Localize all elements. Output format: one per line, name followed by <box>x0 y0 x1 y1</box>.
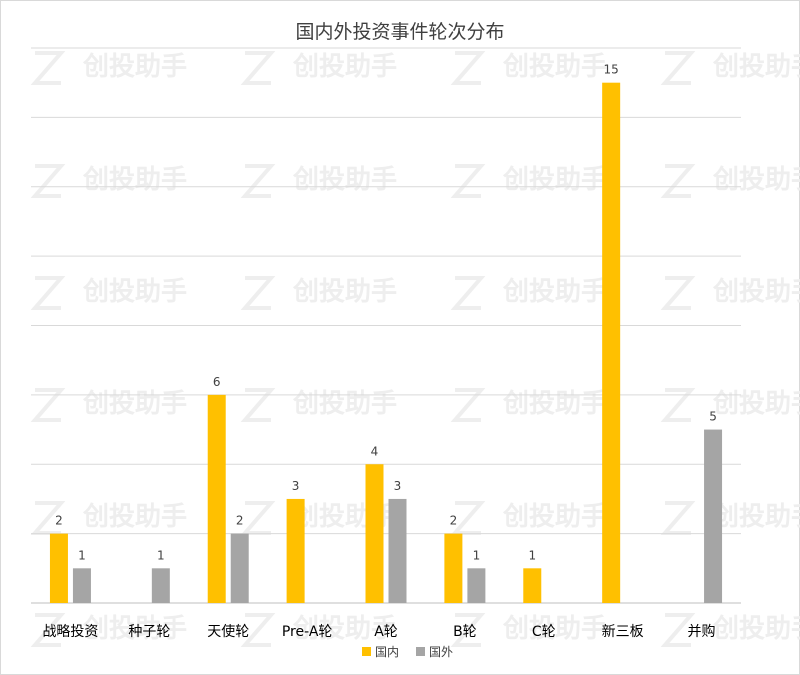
bar-国内-A轮 <box>365 464 384 603</box>
data-label: 3 <box>292 479 300 493</box>
x-tick-label: A轮 <box>374 624 398 640</box>
bar-国外-种子轮 <box>151 568 170 603</box>
watermark-text: 创投助手 <box>712 165 800 195</box>
watermark-text: 创投助手 <box>82 277 187 307</box>
x-tick-label: 种子轮 <box>128 624 170 640</box>
watermark-logo-icon <box>30 501 66 535</box>
x-tick-label: Pre-A轮 <box>282 624 333 640</box>
watermark-logo-icon <box>240 501 276 535</box>
watermark-text: 创投助手 <box>502 389 607 419</box>
watermark-logo-icon <box>240 613 276 647</box>
data-label: 5 <box>709 410 717 424</box>
watermark-text: 创投助手 <box>82 389 187 419</box>
bar-国外-A轮 <box>388 498 407 603</box>
watermark-logo-icon <box>660 388 696 422</box>
watermark-text: 创投助手 <box>502 52 607 82</box>
bar-国内-新三板 <box>602 82 621 603</box>
x-tick-label: 新三板 <box>602 624 644 640</box>
bar-国内-Pre-A轮 <box>286 498 305 603</box>
data-label: 1 <box>528 548 536 562</box>
watermark-logo-icon <box>240 276 276 310</box>
legend-label: 国内 <box>375 645 399 659</box>
watermark-text: 创投助手 <box>292 165 397 195</box>
bar-国内-B轮 <box>444 533 463 603</box>
bar-国外-并购 <box>704 429 723 603</box>
watermark-logo-icon <box>450 613 486 647</box>
x-axis-tick-labels: 战略投资 种子轮 天使轮 Pre-A轮 A轮 B轮 C轮 新三板 并购 <box>42 623 715 640</box>
legend-label: 国外 <box>429 645 453 659</box>
watermark-text: 创投助手 <box>712 614 800 644</box>
data-label: 15 <box>604 63 619 77</box>
chart-title: 国内外投资事件轮次分布 <box>295 21 504 43</box>
watermark-text: 创投助手 <box>82 165 187 195</box>
watermark-logo-icon <box>30 276 66 310</box>
watermark-logo-icon <box>30 51 66 85</box>
watermark-text: 创投助手 <box>712 277 800 307</box>
bar-国外-天使轮 <box>230 533 249 603</box>
watermark-text: 创投助手 <box>82 52 187 82</box>
watermark-text: 创投助手 <box>502 502 607 532</box>
watermark-text: 创投助手 <box>502 277 607 307</box>
watermark-text: 创投助手 <box>712 502 800 532</box>
watermark-text: 创投助手 <box>292 389 397 419</box>
data-labels: 2 1 1 6 2 3 4 3 2 1 1 15 5 <box>55 63 717 563</box>
x-tick-label: 天使轮 <box>207 623 249 640</box>
x-tick-label: 并购 <box>688 624 716 640</box>
watermark-logo-icon <box>450 388 486 422</box>
watermark-text: 创投助手 <box>502 614 607 644</box>
bar-国外-战略投资 <box>72 568 91 603</box>
watermark-logo-icon <box>450 164 486 198</box>
data-label: 1 <box>473 548 481 562</box>
bar-国内-C轮 <box>523 568 542 603</box>
watermark-logo-icon <box>240 51 276 85</box>
x-tick-label: B轮 <box>453 624 477 640</box>
data-label: 2 <box>55 514 63 528</box>
watermark-logo-icon <box>450 276 486 310</box>
legend-swatch <box>416 647 425 656</box>
watermark-logo-icon <box>240 164 276 198</box>
watermark-logo-icon <box>450 501 486 535</box>
bar-国外-B轮 <box>467 568 486 603</box>
watermark-logo-icon <box>660 276 696 310</box>
watermark-text: 创投助手 <box>292 614 397 644</box>
watermark-text: 创投助手 <box>712 389 800 419</box>
gridlines <box>31 47 741 604</box>
watermark-text: 创投助手 <box>502 165 607 195</box>
data-label: 1 <box>78 548 86 562</box>
x-tick-label: 战略投资 <box>42 624 98 640</box>
legend-swatch <box>362 647 371 656</box>
watermark-logo-icon <box>30 613 66 647</box>
watermark-logo-icon <box>660 501 696 535</box>
watermark-layer: 创投助手创投助手创投助手创投助手创投助手创投助手创投助手创投助手创投助手创投助手… <box>30 51 800 647</box>
data-label: 2 <box>236 514 244 528</box>
watermark-text: 创投助手 <box>82 502 187 532</box>
watermark-text: 创投助手 <box>712 52 800 82</box>
watermark-text: 创投助手 <box>292 52 397 82</box>
data-label: 4 <box>371 444 379 458</box>
data-label: 6 <box>213 375 221 389</box>
watermark-logo-icon <box>660 613 696 647</box>
watermark-logo-icon <box>30 164 66 198</box>
watermark-text: 创投助手 <box>292 277 397 307</box>
data-label: 2 <box>450 514 458 528</box>
bars <box>49 82 723 603</box>
data-label: 1 <box>157 548 165 562</box>
bar-国内-天使轮 <box>207 394 226 603</box>
bar-国内-战略投资 <box>49 533 68 603</box>
watermark-text: 创投助手 <box>82 614 187 644</box>
watermark-logo-icon <box>660 51 696 85</box>
x-tick-label: C轮 <box>532 624 556 640</box>
data-label: 3 <box>394 479 402 493</box>
watermark-logo-icon <box>240 388 276 422</box>
legend: 国内 国外 <box>362 645 453 659</box>
watermark-logo-icon <box>450 51 486 85</box>
watermark-logo-icon <box>30 388 66 422</box>
watermark-logo-icon <box>660 164 696 198</box>
